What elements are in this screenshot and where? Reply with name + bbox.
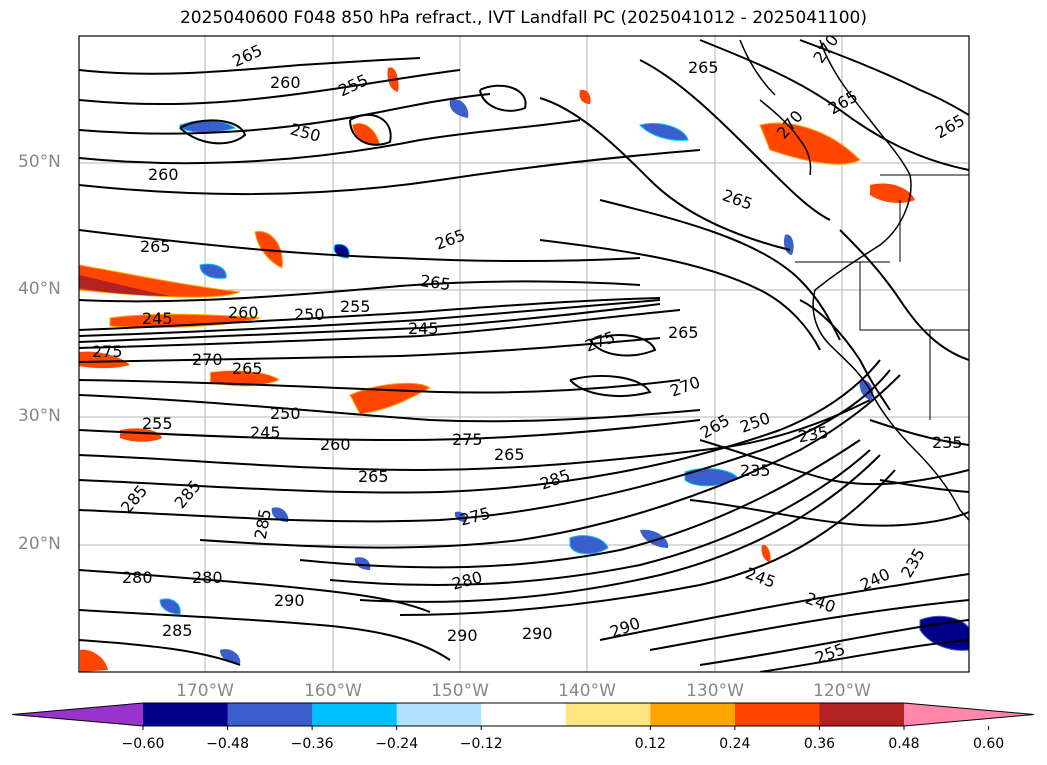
- colorbar-tick-label: 0.12: [634, 736, 666, 752]
- contour-label: 245: [250, 423, 281, 442]
- lon-label-170w: 170°W: [176, 681, 234, 701]
- contour-label: 265: [419, 271, 452, 294]
- contour-label: 250: [294, 305, 325, 324]
- state-borders: [795, 174, 969, 420]
- contour-label: 260: [228, 303, 259, 322]
- contour-label: 255: [142, 414, 173, 433]
- contour-label: 235: [932, 433, 963, 452]
- colorbar-tick-label: 0.36: [803, 736, 836, 752]
- colorbar-swatch: [565, 703, 651, 726]
- colorbar: [11, 702, 1035, 730]
- colorbar-tick-label: −0.48: [206, 736, 249, 752]
- lon-label-150w: 150°W: [431, 681, 489, 701]
- contour-label: 265: [494, 445, 525, 464]
- contour-label: 265: [232, 359, 263, 378]
- contour-label: 270: [192, 350, 223, 369]
- contour-label: 245: [408, 319, 439, 338]
- colorbar-swatch: [819, 703, 905, 726]
- colorbar-tick-label: −0.12: [459, 736, 503, 752]
- contour-label: 290: [447, 626, 478, 645]
- colorbar-tick-label: 0.60: [972, 736, 1005, 752]
- contour-label: 250: [270, 404, 301, 423]
- contour-label: 235: [740, 461, 771, 480]
- coastline: [739, 39, 969, 521]
- contour-label: 265: [358, 467, 389, 486]
- lon-label-120w: 120°W: [813, 681, 871, 701]
- contour-label: 260: [270, 73, 301, 92]
- contour-label: 280: [122, 568, 153, 587]
- contour-label: 260: [320, 435, 351, 454]
- contour-label: 275: [452, 430, 483, 449]
- lon-label-140w: 140°W: [558, 681, 616, 701]
- colorbar-swatch: [312, 703, 398, 726]
- contour-label: 260: [148, 165, 179, 184]
- colorbar-swatch: [734, 703, 820, 726]
- colorbar-extend-max: [904, 703, 1034, 726]
- colorbar-swatch: [143, 703, 229, 726]
- contour-label: 265: [688, 58, 719, 77]
- colorbar-extend-min: [12, 703, 143, 726]
- colorbar-tick-label: 0.24: [719, 736, 751, 752]
- contour-label: 280: [192, 568, 223, 587]
- contour-label: 275: [92, 342, 123, 361]
- contour-label: 265: [668, 323, 699, 342]
- lon-label-160w: 160°W: [304, 681, 362, 701]
- colorbar-swatch: [481, 703, 567, 726]
- lat-label-20n: 20°N: [18, 534, 61, 554]
- colorbar-swatch: [650, 703, 736, 726]
- colorbar-swatch: [227, 703, 313, 726]
- lat-label-50n: 50°N: [18, 152, 61, 172]
- lat-label-30n: 30°N: [18, 406, 61, 426]
- colorbar-swatch: [396, 703, 482, 726]
- contour-label: 265: [140, 237, 171, 256]
- colorbar-tick-label: −0.24: [375, 736, 419, 752]
- contour-label: 255: [340, 297, 371, 316]
- contour-label: 245: [142, 309, 173, 328]
- colorbar-tick-label: 0.48: [888, 736, 920, 752]
- contour-label: 290: [274, 591, 305, 610]
- plot-frame: [78, 35, 970, 673]
- lon-label-130w: 130°W: [686, 681, 744, 701]
- refractivity-contours: [79, 39, 969, 672]
- colorbar-tick-label: −0.60: [121, 736, 165, 752]
- map-title: 2025040600 F048 850 hPa refract., IVT La…: [179, 8, 867, 28]
- colorbar-tick-label: −0.36: [290, 736, 334, 752]
- lat-label-40n: 40°N: [18, 279, 61, 299]
- contour-label: 285: [162, 621, 193, 640]
- contour-label: 290: [522, 624, 553, 643]
